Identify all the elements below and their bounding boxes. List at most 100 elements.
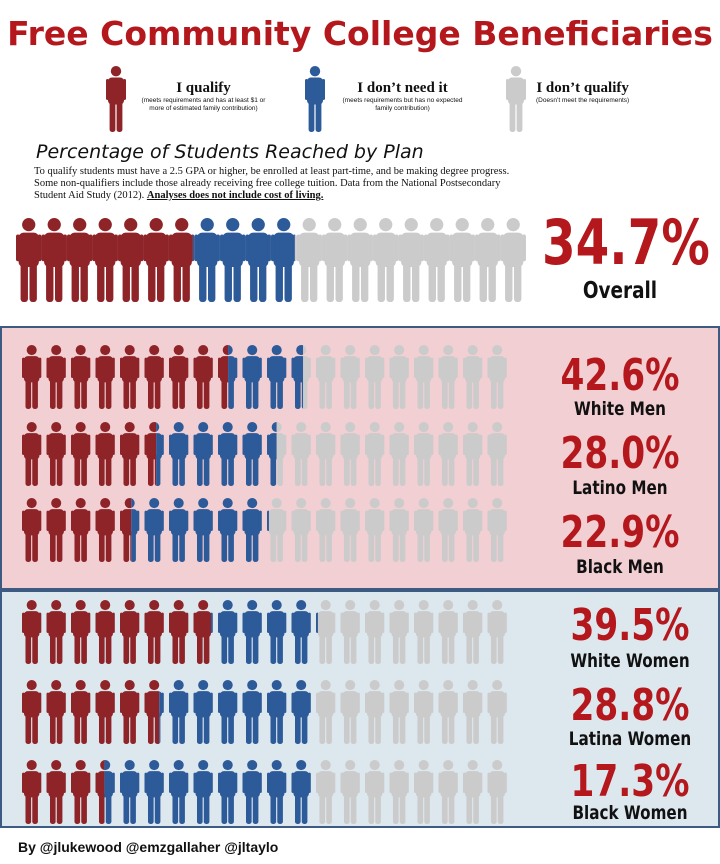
person-icon — [267, 600, 287, 664]
overall-label: Overall — [582, 278, 658, 304]
person-icon — [267, 498, 287, 562]
person-icon — [414, 600, 434, 664]
person-icon — [291, 760, 311, 824]
legend-item-no-need: I don’t need it (meets requirements but … — [305, 66, 470, 132]
person-icon — [242, 345, 262, 409]
overall-icon-row — [16, 218, 526, 302]
person-icon — [193, 422, 213, 486]
legend-description: (meets requirements but has no expected … — [342, 97, 463, 112]
person-icon — [365, 345, 385, 409]
person-icon — [340, 498, 360, 562]
person-icon — [22, 498, 42, 562]
person-icon — [92, 218, 118, 302]
person-icon — [305, 66, 325, 132]
person-icon — [95, 600, 115, 664]
latino-men-icon-row — [22, 422, 507, 486]
person-icon — [71, 600, 91, 664]
person-icon — [143, 218, 169, 302]
person-icon — [169, 498, 189, 562]
person-icon — [22, 600, 42, 664]
person-icon — [438, 422, 458, 486]
latina-women-icon-row — [22, 680, 507, 744]
person-icon — [414, 680, 434, 744]
person-icon — [291, 345, 311, 409]
person-icon — [449, 218, 475, 302]
person-icon — [120, 498, 140, 562]
person-icon — [267, 422, 287, 486]
black-men-icon-row — [22, 498, 507, 562]
black-men-label: Black Men — [576, 556, 664, 578]
person-icon — [414, 422, 434, 486]
person-icon — [144, 760, 164, 824]
person-icon — [340, 345, 360, 409]
person-icon — [242, 760, 262, 824]
person-icon — [242, 498, 262, 562]
person-icon — [414, 345, 434, 409]
person-icon — [193, 345, 213, 409]
person-icon — [169, 600, 189, 664]
person-icon — [46, 600, 66, 664]
person-icon — [16, 218, 42, 302]
person-icon — [365, 680, 385, 744]
person-icon — [389, 760, 409, 824]
legend-item-not-qualify: I don’t qualify (Doesn’t meet the requir… — [506, 66, 629, 132]
person-icon — [46, 422, 66, 486]
person-icon — [438, 498, 458, 562]
person-icon — [144, 422, 164, 486]
person-icon — [291, 600, 311, 664]
person-icon — [144, 600, 164, 664]
person-icon — [414, 760, 434, 824]
person-icon — [389, 422, 409, 486]
person-icon — [389, 600, 409, 664]
person-icon — [67, 218, 93, 302]
person-icon — [291, 498, 311, 562]
person-icon — [340, 600, 360, 664]
person-icon — [218, 422, 238, 486]
person-icon — [438, 680, 458, 744]
white-women-label: White Women — [570, 650, 690, 672]
person-icon — [71, 680, 91, 744]
person-icon — [118, 218, 144, 302]
person-icon — [487, 600, 507, 664]
credits: By @jlukewood @emzgallaher @jltaylo — [18, 839, 279, 855]
person-icon — [463, 760, 483, 824]
person-icon — [22, 345, 42, 409]
person-icon — [316, 680, 336, 744]
person-icon — [169, 422, 189, 486]
person-icon — [398, 218, 424, 302]
page-title: Free Community College Beneficiaries — [7, 14, 713, 53]
person-icon — [218, 600, 238, 664]
person-icon — [144, 498, 164, 562]
person-icon — [389, 345, 409, 409]
person-icon — [500, 218, 526, 302]
person-icon — [316, 760, 336, 824]
person-icon — [463, 345, 483, 409]
person-icon — [487, 760, 507, 824]
person-icon — [340, 760, 360, 824]
person-icon — [322, 218, 348, 302]
person-icon — [22, 760, 42, 824]
person-icon — [46, 345, 66, 409]
person-icon — [193, 600, 213, 664]
section-heading: Percentage of Students Reached by Plan — [36, 141, 424, 163]
person-icon — [389, 498, 409, 562]
person-icon — [365, 422, 385, 486]
latino-men-label: Latino Men — [572, 477, 668, 499]
person-icon — [242, 422, 262, 486]
intro-text: To qualify students must have a 2.5 GPA … — [34, 166, 514, 202]
white-men-icon-row — [22, 345, 507, 409]
legend-description: (Doesn’t meet the requirements) — [536, 97, 630, 104]
person-icon — [144, 680, 164, 744]
person-icon — [463, 422, 483, 486]
person-icon — [242, 680, 262, 744]
intro-body: To qualify students must have a 2.5 GPA … — [34, 166, 510, 201]
person-icon — [95, 345, 115, 409]
person-icon — [475, 218, 501, 302]
latina-women-label: Latina Women — [568, 728, 692, 750]
person-icon — [438, 345, 458, 409]
person-icon — [71, 422, 91, 486]
person-icon — [71, 498, 91, 562]
person-icon — [242, 600, 262, 664]
person-icon — [463, 600, 483, 664]
latino-men-percent: 28.0% — [560, 428, 680, 479]
